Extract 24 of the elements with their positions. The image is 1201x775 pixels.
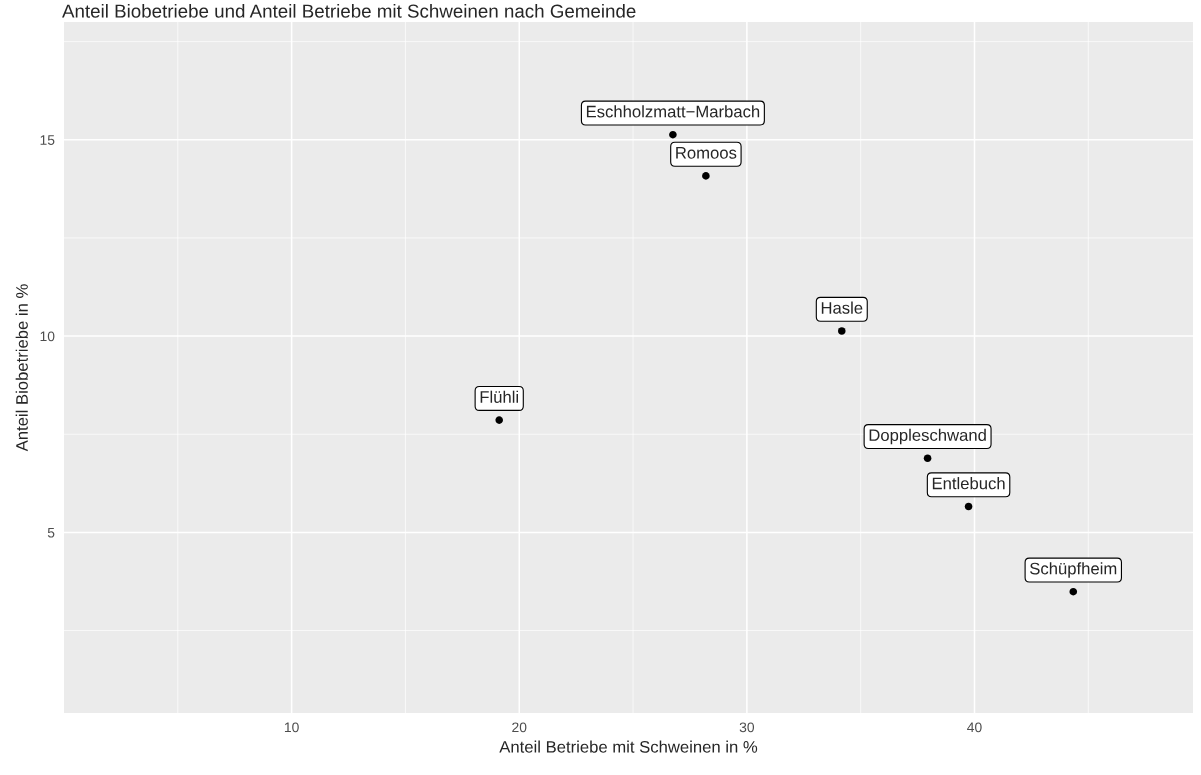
x-axis-title: Anteil Betriebe mit Schweinen in % xyxy=(499,740,758,753)
x-tick-label: 30 xyxy=(739,722,755,733)
annotation: Hasle xyxy=(821,301,863,314)
point xyxy=(923,454,932,462)
point xyxy=(1069,587,1078,596)
annotation: Romoos xyxy=(676,147,737,159)
point xyxy=(964,502,973,511)
annotation: Flühli xyxy=(480,390,518,403)
y-axis-title: Anteil Biobetriebe in % xyxy=(15,284,28,452)
annotation: Schüpfheim xyxy=(1030,562,1117,578)
y-tick-label: 10 xyxy=(40,331,55,342)
chart-title: Anteil Biobetriebe und Anteil Betriebe mit Schweinen nach Gemeinde xyxy=(62,4,636,18)
annotation: Eschholzmatt−Marbach xyxy=(586,105,760,118)
point xyxy=(669,130,677,139)
annotation: Doppleschwand xyxy=(869,428,986,445)
x-tick-label: 20 xyxy=(512,722,527,733)
point xyxy=(702,172,710,180)
y-tick-label: 15 xyxy=(40,135,55,145)
point xyxy=(495,416,504,424)
annotation: Entlebuch xyxy=(932,477,1005,490)
y-tick-label: 5 xyxy=(47,527,55,538)
x-tick-label: 10 xyxy=(284,722,299,733)
point xyxy=(837,327,846,335)
x-tick-label: 40 xyxy=(967,722,982,733)
